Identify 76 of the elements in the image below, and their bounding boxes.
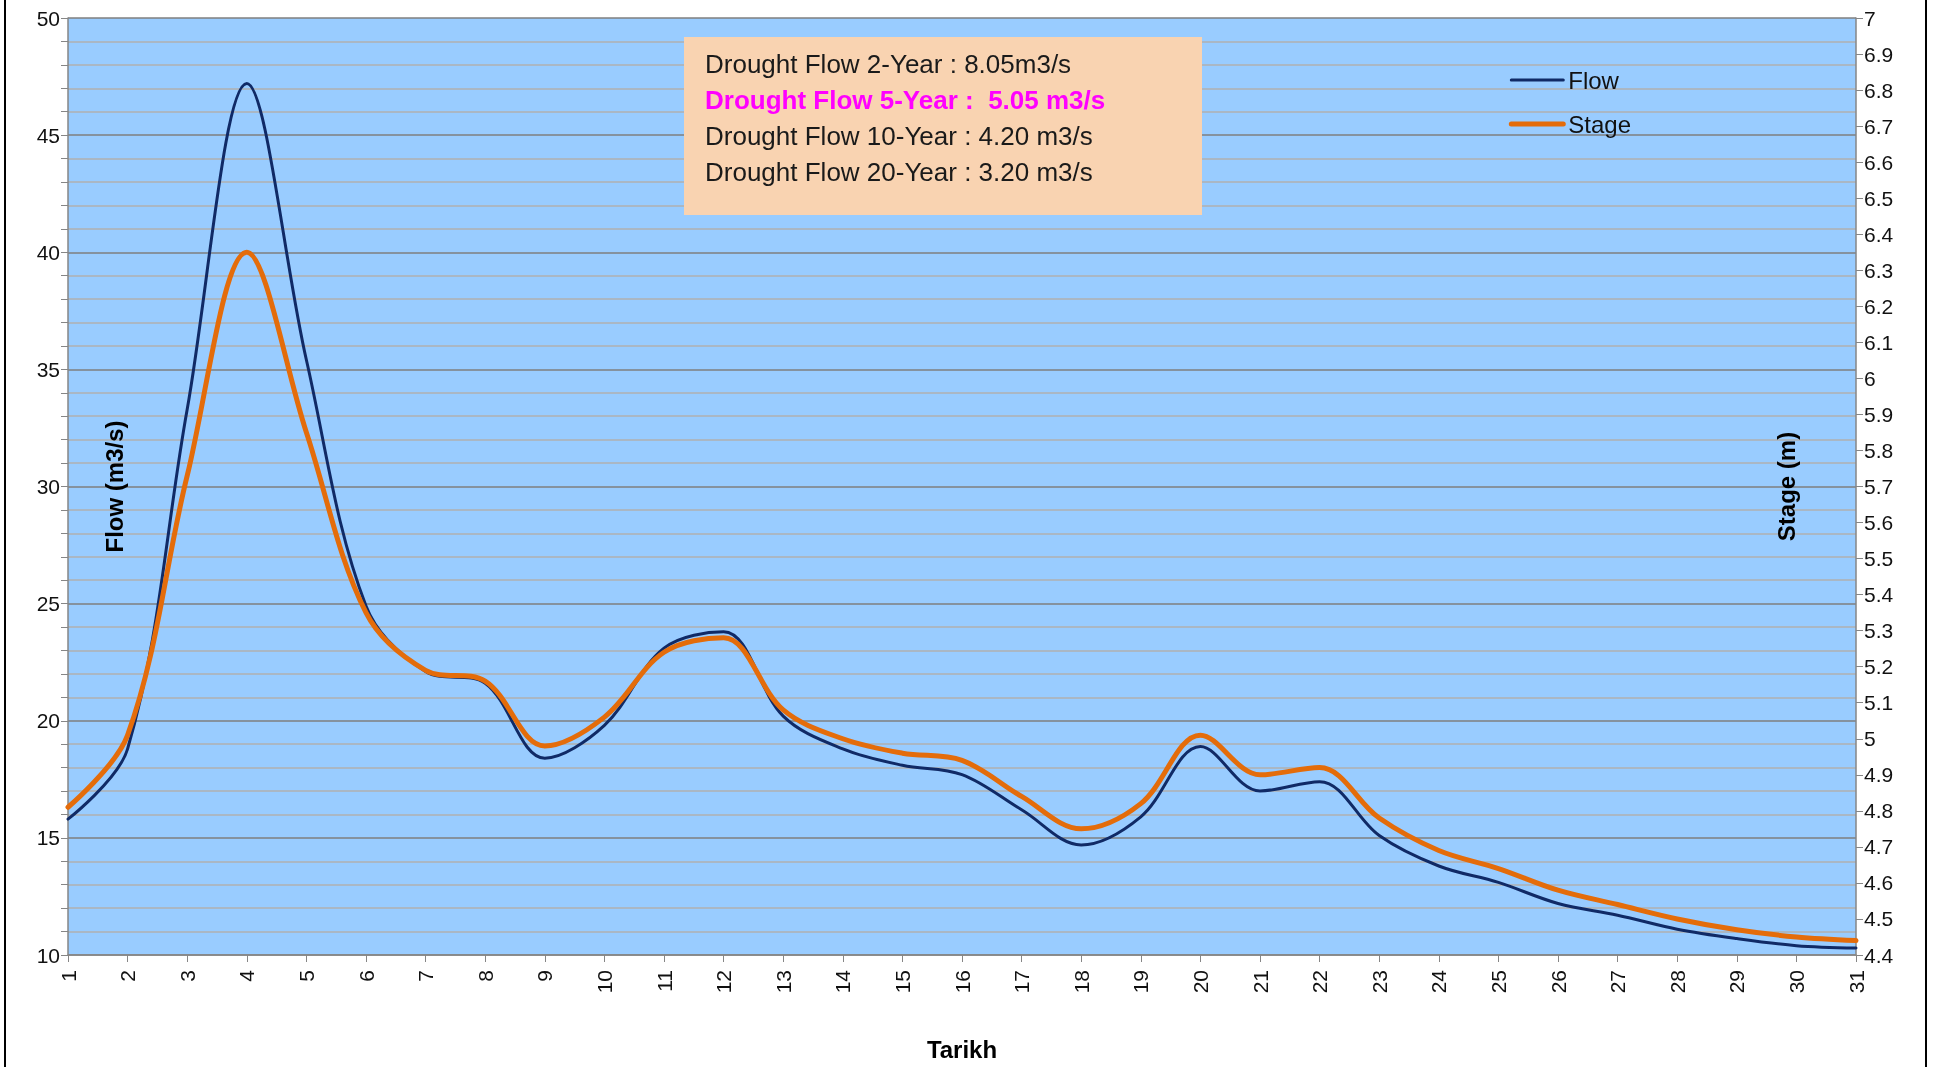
y-axis-title: Flow (m3/s) <box>100 420 128 553</box>
y-tick-label: 40 <box>36 240 60 264</box>
x-tick-label: 1 <box>56 970 80 982</box>
x-tick-label: 15 <box>890 970 914 994</box>
x-tick-label: 4 <box>235 969 259 982</box>
y2-tick-label: 5.2 <box>1864 655 1894 679</box>
x-tick-label: 30 <box>1784 970 1808 994</box>
x-tick-label: 23 <box>1367 970 1391 994</box>
x-tick-label: 21 <box>1248 970 1272 994</box>
y2-tick-label: 6 <box>1864 366 1876 390</box>
x-tick-label: 24 <box>1427 969 1451 994</box>
y-tick-label: 30 <box>36 475 60 498</box>
x-tick-label: 2 <box>116 970 140 982</box>
y2-tick-label: 6.7 <box>1864 114 1894 138</box>
x-tick-label: 28 <box>1665 970 1689 994</box>
x-tick-label: 19 <box>1129 970 1153 994</box>
y2-tick-label: 6.8 <box>1864 78 1894 102</box>
y2-tick-label: 5.5 <box>1864 547 1894 571</box>
y-tick-label: 25 <box>36 592 60 616</box>
y-tick-label: 35 <box>36 357 60 381</box>
x-tick-label: 6 <box>354 970 378 982</box>
y2-tick-label: 5.3 <box>1864 619 1894 643</box>
y2-tick-label: 6.4 <box>1864 222 1894 246</box>
x-tick-label: 25 <box>1486 970 1510 994</box>
x-tick-label: 3 <box>175 970 199 982</box>
y-tick-label: 50 <box>36 6 60 30</box>
annotation: Drought Flow 5-Year : 5.05 m3/s <box>705 84 1107 117</box>
y2-tick-label: 6.5 <box>1864 186 1894 210</box>
annotation: Drought Flow 10-Year : 4.20 m3/s <box>705 120 1094 153</box>
x-tick-label: 12 <box>712 970 736 994</box>
x-tick-label: 13 <box>771 970 795 994</box>
y2-tick-label: 4.5 <box>1864 907 1894 931</box>
y2-tick-label: 6.9 <box>1864 42 1894 66</box>
x-tick-label: 20 <box>1188 970 1212 994</box>
annotation: Drought Flow 2-Year : 8.05m3/s <box>705 48 1073 81</box>
x-tick-label: 8 <box>473 970 497 982</box>
y2-tick-label: 4.9 <box>1864 763 1894 787</box>
y2-tick-label: 5.8 <box>1864 438 1894 462</box>
legend-label: Stage <box>1568 110 1631 138</box>
x-tick-label: 17 <box>1010 970 1034 994</box>
y2-tick-label: 6.3 <box>1864 258 1894 282</box>
annotation: Drought Flow 20-Year : 3.20 m3/s <box>705 156 1094 189</box>
x-tick-label: 29 <box>1725 970 1749 994</box>
x-tick-label: 26 <box>1546 970 1570 994</box>
x-tick-label: 16 <box>950 970 974 994</box>
y-tick-label: 15 <box>36 826 60 850</box>
y2-tick-label: 6.1 <box>1864 330 1894 354</box>
y2-tick-label: 4.8 <box>1864 799 1894 823</box>
x-tick-label: 5 <box>294 970 318 982</box>
y2-axis-title: Stage (m) <box>1772 431 1800 542</box>
legend-label: Flow <box>1568 66 1620 94</box>
x-tick-label: 11 <box>652 970 676 992</box>
x-tick-label: 7 <box>414 970 438 982</box>
y2-tick-label: 7 <box>1864 6 1876 30</box>
y2-tick-label: 4.7 <box>1864 835 1894 859</box>
y2-tick-label: 5 <box>1864 727 1876 751</box>
y-tick-label: 45 <box>36 123 60 147</box>
y-tick-label: 20 <box>36 709 60 733</box>
x-tick-label: 10 <box>592 970 616 994</box>
x-tick-label: 18 <box>1069 970 1093 994</box>
y2-tick-label: 4.4 <box>1864 943 1894 967</box>
x-tick-label: 22 <box>1308 970 1332 994</box>
x-tick-label: 14 <box>831 969 855 994</box>
y2-tick-label: 5.9 <box>1864 402 1894 426</box>
x-tick-label: 27 <box>1606 970 1630 994</box>
y2-tick-label: 6.2 <box>1864 294 1894 318</box>
y2-tick-label: 5.4 <box>1864 583 1894 607</box>
x-axis-title: Tarikh <box>926 1035 998 1063</box>
y2-tick-label: 5.6 <box>1864 511 1894 535</box>
x-tick-label: 9 <box>533 970 557 982</box>
y2-tick-label: 4.6 <box>1864 871 1894 895</box>
y2-tick-label: 5.1 <box>1864 691 1894 715</box>
x-tick-label: 31 <box>1844 970 1868 994</box>
y2-tick-label: 5.7 <box>1864 475 1894 498</box>
y2-tick-label: 6.6 <box>1864 150 1894 174</box>
y-tick-label: 10 <box>36 943 60 967</box>
